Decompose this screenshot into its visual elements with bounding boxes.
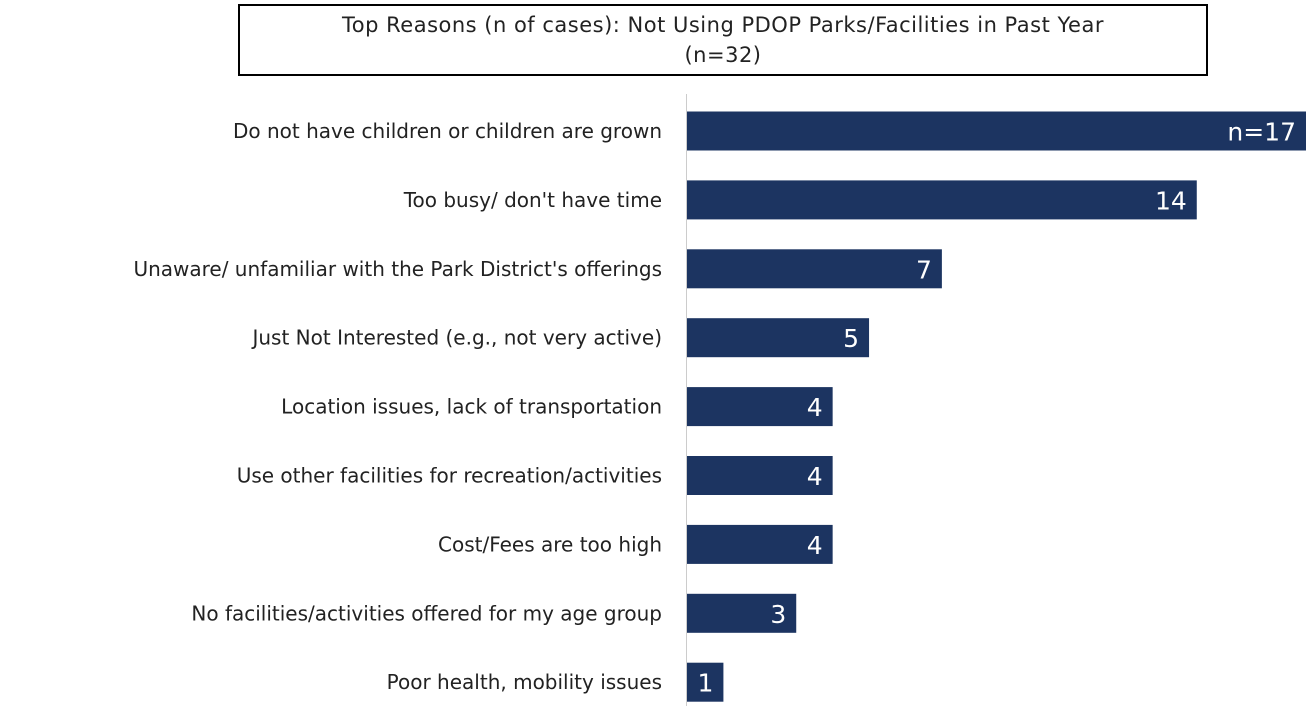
value-label: 4 <box>807 393 823 422</box>
bar <box>687 111 1306 151</box>
category-label: Use other facilities for recreation/acti… <box>237 464 662 488</box>
category-label: Do not have children or children are gro… <box>233 119 662 143</box>
value-label: 3 <box>770 600 786 629</box>
bar <box>687 456 833 495</box>
value-label: n=17 <box>1227 118 1296 147</box>
category-label: Location issues, lack of transportation <box>281 395 662 419</box>
value-label: 4 <box>807 531 823 560</box>
category-label: Poor health, mobility issues <box>387 670 662 694</box>
category-label: Unaware/ unfamiliar with the Park Distri… <box>133 257 662 281</box>
category-label: Cost/Fees are too high <box>438 532 662 556</box>
bar <box>687 387 833 427</box>
value-label: 7 <box>916 255 932 284</box>
category-label: No facilities/activities offered for my … <box>191 601 662 625</box>
bar <box>687 180 1197 220</box>
value-labels-group: n=17 14 7 5 4 4 4 3 1 <box>698 118 1296 698</box>
bar <box>687 593 797 633</box>
bar <box>687 662 724 702</box>
bar <box>687 318 870 358</box>
value-label: 4 <box>807 462 823 491</box>
category-label: Too busy/ don't have time <box>403 188 662 212</box>
bar <box>687 249 942 289</box>
value-label: 14 <box>1155 186 1187 215</box>
chart-title-box: Top Reasons (n of cases): Not Using PDOP… <box>238 4 1208 76</box>
bars-group <box>687 111 1306 702</box>
category-labels-group: Do not have children or children are gro… <box>133 119 662 694</box>
category-label: Just Not Interested (e.g., not very acti… <box>250 326 662 350</box>
value-label: 1 <box>698 669 714 698</box>
bar <box>687 524 833 564</box>
chart-title: Top Reasons (n of cases): Not Using PDOP… <box>342 13 1104 67</box>
value-label: 5 <box>843 324 859 353</box>
